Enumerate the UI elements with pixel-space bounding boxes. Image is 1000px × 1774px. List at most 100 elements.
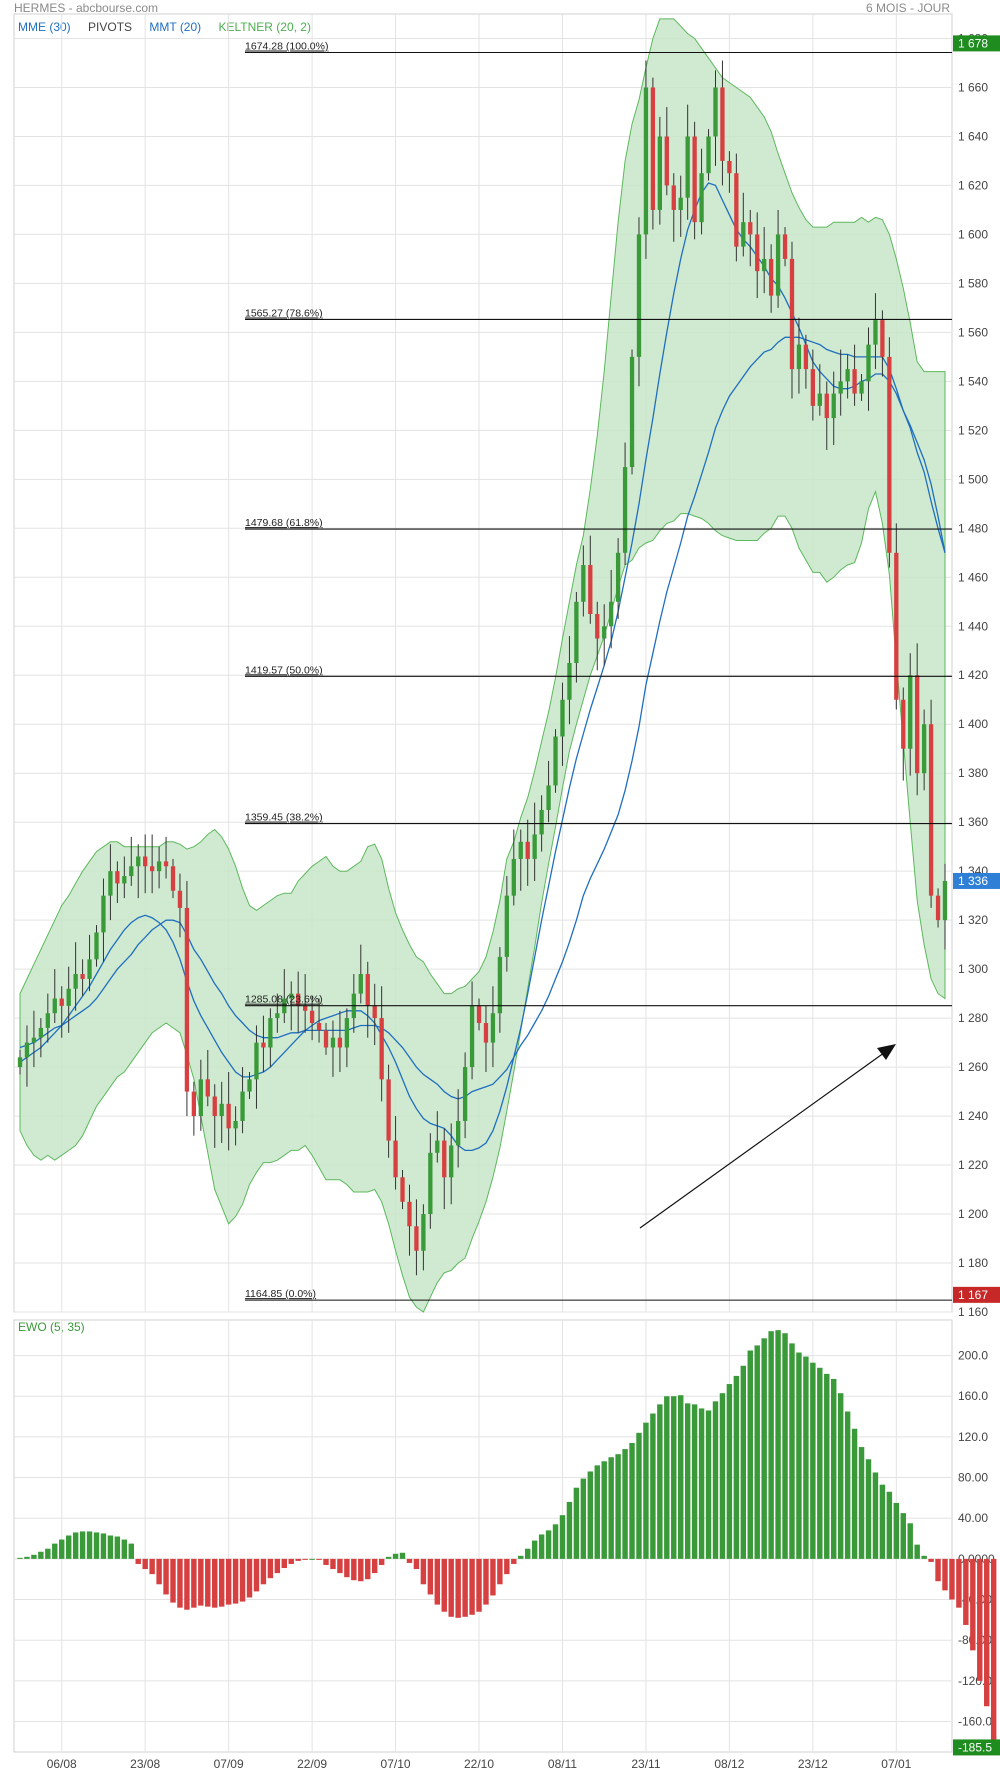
candle [143, 856, 148, 867]
ewo-bar [490, 1558, 496, 1596]
candle [177, 890, 183, 908]
candle [122, 876, 127, 884]
candle [525, 841, 530, 859]
ewo-bar [45, 1548, 51, 1559]
candle [449, 1145, 454, 1178]
candle [296, 993, 301, 1006]
candle [762, 258, 767, 272]
candle [94, 932, 99, 960]
ewo-bar [879, 1484, 886, 1559]
x-tick-label: 06/08 [47, 1757, 77, 1771]
y-tick-label: 1 520 [958, 423, 988, 437]
ewo-bar [330, 1558, 336, 1570]
candle [337, 1037, 343, 1048]
ewo-bar [511, 1558, 517, 1564]
candle [101, 895, 106, 933]
ewo-bar [205, 1558, 211, 1607]
y-tick-label: 1 420 [958, 668, 988, 682]
ewo-bar [705, 1410, 712, 1559]
candle [532, 834, 537, 859]
y-tick-label: 1 220 [958, 1158, 988, 1172]
candle [386, 1079, 391, 1141]
ewo-bar [531, 1540, 538, 1559]
y-tick-label: 1 320 [958, 913, 988, 927]
ewo-bar [218, 1558, 225, 1607]
y-tick-label: 1 260 [958, 1060, 988, 1074]
candle [358, 974, 363, 994]
ewo-legend[interactable]: EWO (5, 35) [18, 1320, 85, 1334]
ewo-bar [128, 1543, 134, 1559]
ewo-bar [990, 1558, 997, 1748]
candle [254, 1042, 259, 1080]
legend-pivots[interactable]: PIVOTS [88, 20, 133, 34]
candle [17, 1057, 23, 1068]
ewo-bar [441, 1558, 447, 1612]
ewo-bar [698, 1408, 705, 1559]
ewo-bar [232, 1558, 239, 1604]
candle [685, 136, 690, 198]
y-tick-label: 1 500 [958, 472, 988, 486]
candle [205, 1079, 210, 1097]
ewo-bar [963, 1558, 969, 1625]
candle [302, 1005, 308, 1011]
ewo-bar [921, 1555, 927, 1559]
legend-keltner[interactable]: KELTNER (20, 2) [218, 20, 311, 34]
candle [831, 393, 836, 419]
ewo-bar [170, 1558, 176, 1603]
ewo-bar [142, 1558, 148, 1570]
ewo-bar [309, 1558, 315, 1560]
ewo-bar [636, 1432, 642, 1559]
candle [887, 356, 892, 553]
chart-title: HERMES - abcbourse.com [14, 1, 159, 15]
ewo-bar [872, 1472, 879, 1559]
y-tick-label: 1 640 [958, 129, 988, 143]
arrow-head [877, 1044, 896, 1060]
candle [838, 381, 843, 394]
ewo-bar [831, 1378, 837, 1559]
candle [894, 552, 899, 700]
ewo-bar [893, 1502, 900, 1559]
ewo-badge-label: -185.5 [958, 1740, 992, 1754]
ewo-bar [448, 1558, 454, 1617]
candle [136, 856, 141, 867]
candle [330, 1037, 336, 1048]
ewo-bar [664, 1396, 670, 1559]
ewo-bar [31, 1554, 37, 1559]
y-tick-label: 1 660 [958, 80, 988, 94]
ewo-bar [156, 1558, 162, 1585]
candle [261, 1042, 266, 1048]
ewo-bar [93, 1532, 100, 1559]
ewo-bar [24, 1556, 30, 1559]
candle [87, 959, 92, 979]
ewo-bar [844, 1411, 851, 1559]
ewo-bar [107, 1535, 114, 1559]
ewo-bar [184, 1558, 190, 1610]
ewo-bar [59, 1539, 65, 1559]
candle [643, 87, 649, 235]
ewo-bar [378, 1558, 385, 1565]
fib-label: 1359.45 (38.2%) [245, 812, 323, 824]
candle [928, 724, 934, 896]
candle [469, 1005, 475, 1068]
legend-mme[interactable]: MME (30) [18, 20, 71, 34]
ewo-bar [761, 1338, 767, 1559]
candle [727, 160, 732, 174]
y-tick-label: 1 620 [958, 178, 988, 192]
ewo-bar [135, 1558, 141, 1564]
price-badge-label: 1 336 [958, 874, 988, 888]
ewo-bar [747, 1350, 753, 1559]
ewo-bar [712, 1401, 719, 1559]
legend-mmt[interactable]: MMT (20) [149, 20, 202, 34]
candle [170, 866, 176, 891]
ewo-bars [17, 1330, 997, 1748]
candle [741, 222, 746, 247]
candle [24, 1042, 30, 1058]
ewo-bar [775, 1330, 781, 1559]
ewo-bar [796, 1352, 802, 1559]
candle [581, 565, 586, 602]
x-tick-label: 07/10 [381, 1757, 411, 1771]
ewo-bar [907, 1523, 913, 1559]
period-label[interactable]: 6 MOIS - JOUR [865, 1, 950, 15]
candle [483, 1023, 489, 1043]
ewo-bar [323, 1558, 329, 1565]
